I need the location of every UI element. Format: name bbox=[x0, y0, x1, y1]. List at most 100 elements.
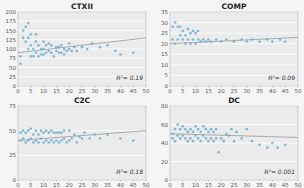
scatter-point bbox=[78, 135, 81, 138]
scatter-point bbox=[99, 46, 102, 49]
scatter-point bbox=[55, 139, 58, 142]
panel: 025507505101520253035404550C2CR²= 0.18 bbox=[9, 96, 150, 188]
grid-line bbox=[18, 155, 146, 156]
scatter-point bbox=[228, 134, 231, 137]
scatter-point bbox=[47, 141, 50, 144]
scatter-point bbox=[63, 129, 66, 132]
scatter-point bbox=[35, 40, 38, 43]
scatter-point bbox=[179, 137, 182, 140]
scatter-point bbox=[81, 46, 84, 49]
scatter-point bbox=[197, 38, 200, 41]
scatter-point bbox=[24, 131, 27, 134]
panel: 0510152025303505101520253035404550COMPR²… bbox=[161, 2, 302, 94]
x-tick-label: 5 bbox=[29, 88, 33, 94]
scatter-point bbox=[73, 133, 76, 136]
y-tick-label: 15 bbox=[161, 51, 168, 57]
scatter-point bbox=[47, 50, 50, 53]
scatter-point bbox=[207, 38, 210, 41]
y-tick-label: 20 bbox=[161, 41, 168, 47]
x-tick-label: 45 bbox=[282, 182, 289, 188]
scatter-point bbox=[220, 137, 223, 140]
x-tick-label: 10 bbox=[40, 88, 47, 94]
scatter-point bbox=[202, 38, 205, 41]
scatter-point bbox=[58, 46, 61, 49]
scatter-point bbox=[192, 140, 195, 143]
scatter-point bbox=[197, 128, 200, 131]
scatter-point bbox=[176, 38, 179, 41]
marks bbox=[18, 127, 146, 143]
scatter-point bbox=[199, 140, 202, 143]
scatter-point bbox=[106, 44, 109, 47]
scatter-point bbox=[179, 26, 182, 29]
marks bbox=[18, 22, 146, 65]
scatter-point bbox=[240, 137, 243, 140]
grid-line bbox=[170, 64, 298, 65]
scatter-point bbox=[271, 40, 274, 43]
y-tick-label: 50 bbox=[9, 128, 16, 134]
x-tick-label: 0 bbox=[168, 182, 172, 188]
scatter-point bbox=[182, 30, 185, 33]
scatter-point bbox=[271, 142, 274, 145]
x-tick-label: 10 bbox=[192, 182, 199, 188]
scatter-point bbox=[266, 38, 269, 41]
trend-line bbox=[170, 37, 298, 43]
scatter-point bbox=[199, 131, 202, 134]
scatter-point bbox=[76, 141, 79, 144]
x-tick-label: 0 bbox=[16, 182, 20, 188]
scatter-point bbox=[83, 131, 86, 134]
scatter-point bbox=[53, 131, 56, 134]
scatter-point bbox=[174, 21, 177, 24]
scatter-point bbox=[189, 32, 192, 35]
x-tick-label: 5 bbox=[181, 88, 185, 94]
scatter-point bbox=[207, 131, 210, 134]
scatter-point bbox=[194, 125, 197, 128]
scatter-point bbox=[32, 133, 35, 136]
y-tick-label: 150 bbox=[6, 28, 17, 34]
plot-area bbox=[18, 106, 146, 180]
scatter-point bbox=[246, 40, 249, 43]
x-tick-label: 40 bbox=[117, 88, 124, 94]
scatter-point bbox=[76, 50, 79, 53]
scatter-point bbox=[132, 139, 135, 142]
y-tick-label: 25 bbox=[161, 30, 168, 36]
grid-line bbox=[170, 54, 298, 55]
y-tick-label: 75 bbox=[9, 55, 16, 61]
y-tick-label: 125 bbox=[6, 37, 17, 43]
scatter-point bbox=[251, 38, 254, 41]
plot-area bbox=[170, 12, 298, 86]
grid-line bbox=[170, 22, 298, 23]
plot-frame bbox=[170, 12, 298, 86]
scatter-point bbox=[210, 128, 213, 131]
scatter-point bbox=[197, 137, 200, 140]
scatter-point bbox=[42, 48, 45, 51]
x-tick-label: 20 bbox=[218, 88, 225, 94]
x-tick-label: 0 bbox=[168, 88, 172, 94]
scatter-point bbox=[19, 55, 22, 58]
scatter-point bbox=[189, 42, 192, 45]
grid-line bbox=[170, 124, 298, 125]
r2-annotation: R²= 0.001 bbox=[264, 168, 295, 175]
scatter-point bbox=[60, 139, 63, 142]
panel: 0255075100125150175200051015202530354045… bbox=[6, 2, 150, 94]
plot-frame bbox=[18, 106, 146, 180]
scatter-point bbox=[258, 144, 261, 147]
scatter-point bbox=[68, 48, 71, 51]
scatter-point bbox=[230, 128, 233, 131]
plot-frame bbox=[18, 12, 146, 86]
scatter-point bbox=[40, 48, 43, 51]
scatter-point bbox=[35, 129, 38, 132]
scatter-point bbox=[192, 38, 195, 41]
scatter-point bbox=[187, 38, 190, 41]
scatter-point bbox=[45, 44, 48, 47]
scatter-point bbox=[37, 55, 40, 58]
grid-line bbox=[170, 143, 298, 144]
scatter-point bbox=[233, 140, 236, 143]
scatter-point bbox=[215, 137, 218, 140]
y-tick-label: 50 bbox=[9, 65, 16, 71]
scatter-point bbox=[40, 137, 43, 140]
grid-line bbox=[170, 33, 298, 34]
y-tick-label: 80 bbox=[161, 103, 168, 109]
scatter-point bbox=[65, 141, 68, 144]
scatter-point bbox=[60, 131, 63, 134]
scatter-point bbox=[91, 42, 94, 45]
